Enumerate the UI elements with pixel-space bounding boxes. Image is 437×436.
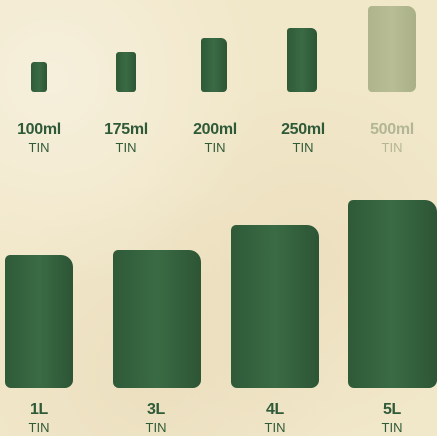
tin-4l-graphic [231,225,319,388]
tin-size-label: 200ml [193,121,237,138]
tin-500ml-graphic [368,6,416,92]
tin-size-label: 5L [382,401,402,418]
tin-size-label: 3L [146,401,166,418]
tin-3l-graphic [113,250,201,388]
tin-kind-label: TIN [204,140,226,155]
tin-size-label: 100ml [17,121,61,138]
tin-kind-label: TIN [28,420,50,435]
tin-kind-label: TIN [28,140,50,155]
tin-175ml-graphic [116,52,136,92]
tin-kind-label: TIN [264,420,286,435]
tin-250ml-graphic [287,28,317,92]
tin-size-label: 175ml [104,121,148,138]
tin-size-label: 500ml [370,121,414,138]
tin-100ml-graphic [31,62,47,92]
tin-1l-graphic [5,255,73,388]
tin-kind-label: TIN [115,140,137,155]
tin-kind-label: TIN [292,140,314,155]
tin-kind-label: TIN [381,420,403,435]
tin-kind-label: TIN [145,420,167,435]
tin-kind-label: TIN [381,140,403,155]
tin-5l-graphic [348,200,437,388]
tin-200ml-graphic [201,38,227,92]
tin-size-label: 250ml [281,121,325,138]
tin-size-label: 1L [29,401,49,418]
tin-size-label: 4L [265,401,285,418]
